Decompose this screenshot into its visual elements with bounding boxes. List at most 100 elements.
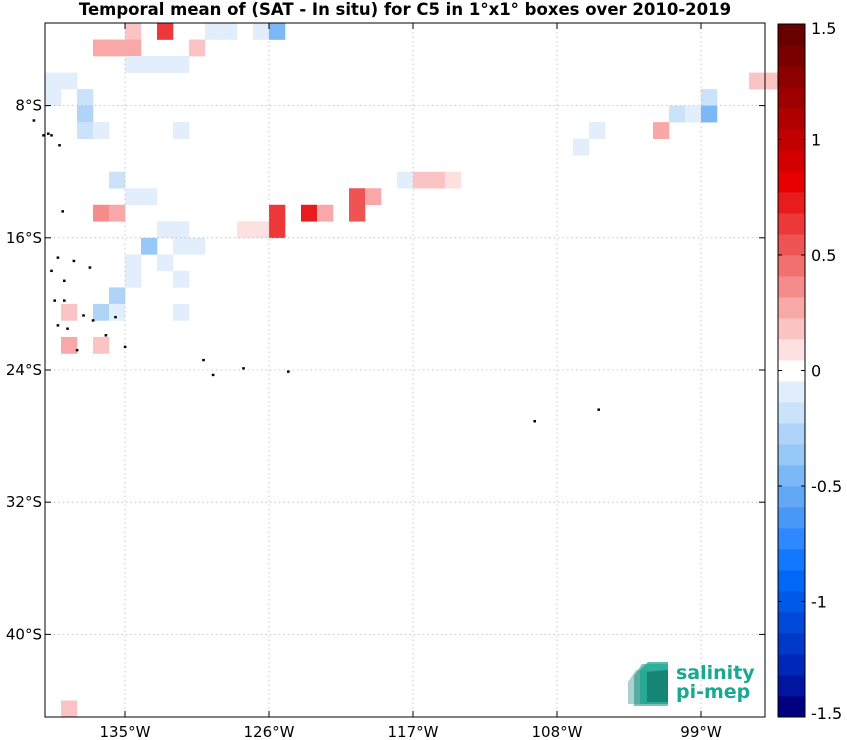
heatmap-cell	[61, 72, 78, 90]
colorbar-segment	[778, 297, 805, 319]
y-axis: 8°S 16°S 24°S 32°S 40°S	[6, 97, 765, 643]
y-tick-label: 8°S	[15, 97, 42, 115]
logo: salinity pi-mep	[628, 662, 755, 706]
colorbar-segment	[778, 234, 805, 256]
heatmap-cell	[253, 221, 270, 239]
heatmap-cell	[701, 105, 718, 123]
colorbar-segment	[778, 381, 805, 403]
island-marker	[50, 269, 53, 273]
y-tick-label: 32°S	[6, 493, 42, 511]
island-marker	[63, 299, 66, 302]
y-tick-label: 24°S	[6, 361, 42, 379]
grid-lines	[45, 23, 765, 717]
colorbar-segment	[778, 87, 805, 109]
heatmap-cell	[173, 237, 190, 255]
colorbar-tick-label: -0.5	[811, 477, 842, 496]
logo-line2: pi-mep	[676, 681, 750, 703]
heatmap-cell	[61, 336, 78, 354]
colorbar-segment	[778, 633, 805, 655]
heatmap-cell	[45, 89, 62, 106]
colorbar-segment	[778, 486, 805, 508]
colorbar-segment	[778, 24, 805, 46]
island-marker	[211, 373, 215, 377]
heatmap-cell	[157, 56, 174, 73]
colorbar-segment	[778, 570, 805, 592]
colorbar-segment	[778, 45, 805, 67]
island-marker	[242, 367, 245, 370]
colorbar-segment	[778, 318, 805, 340]
heatmap-cell	[45, 72, 62, 90]
colorbar-segment	[778, 339, 805, 361]
island-marker	[42, 134, 45, 137]
heatmap-cell	[61, 303, 78, 321]
colorbar-segment	[778, 402, 805, 424]
colorbar-tick-label: 0.5	[811, 246, 836, 265]
island-marker	[63, 279, 66, 282]
x-tick-label: 126°W	[244, 723, 295, 740]
heatmap-cell	[157, 23, 174, 40]
heatmap-cell	[157, 254, 174, 272]
island-marker	[56, 256, 60, 259]
x-axis: 135°W 126°W 117°W 108°W 99°W	[100, 23, 722, 740]
island-marker	[47, 132, 50, 135]
colorbar-tick-label: -1	[811, 593, 827, 612]
heatmap-cell	[173, 270, 190, 288]
heatmap-cell	[701, 89, 718, 106]
heatmap-cell	[109, 303, 126, 321]
colorbar-tick-label: 1	[811, 131, 821, 150]
island-marker	[597, 408, 600, 411]
heatmap-cell	[221, 23, 238, 40]
colorbar-segment	[778, 444, 805, 466]
heatmap-cell	[173, 122, 190, 139]
heatmap-cell	[77, 89, 94, 106]
heatmap-cell	[93, 122, 110, 139]
island-marker	[75, 348, 79, 352]
heatmap-cell	[125, 56, 142, 73]
heatmap-cell	[141, 188, 158, 206]
colorbar: 1.5 1 0.5 0 -0.5 -1 -1.5	[777, 19, 842, 723]
heatmap-cell	[317, 204, 334, 222]
heatmap-cell	[77, 122, 94, 139]
x-tick-label: 117°W	[388, 723, 439, 740]
colorbar-tick-label: 1.5	[811, 19, 836, 38]
heatmap-cells	[45, 23, 782, 718]
island-marker	[58, 144, 61, 147]
colorbar-segment	[778, 654, 805, 676]
island-marker	[287, 370, 290, 373]
island-marker	[104, 334, 108, 337]
chart-title: Temporal mean of (SAT - In situ) for C5 …	[78, 0, 732, 19]
heatmap-cell	[237, 221, 254, 239]
heatmap-cell	[413, 171, 430, 189]
logo-mark	[628, 662, 668, 706]
heatmap-cell	[685, 105, 702, 123]
heatmap-cell	[301, 204, 318, 222]
heatmap-cell	[445, 171, 462, 189]
colorbar-segment	[778, 528, 805, 550]
heatmap-cell	[125, 270, 142, 288]
heatmap-cell	[173, 56, 190, 73]
island-marker	[91, 319, 95, 322]
heatmap-cell	[765, 72, 782, 90]
heatmap-cell	[157, 221, 174, 239]
heatmap-cell	[173, 221, 190, 239]
island-marker	[202, 358, 205, 362]
heatmap-cell	[93, 39, 110, 57]
colorbar-segment	[778, 423, 805, 445]
heatmap-cell	[141, 56, 158, 73]
island-marker	[533, 420, 536, 423]
colorbar-segment	[778, 612, 805, 634]
heatmap-cell	[349, 204, 366, 222]
colorbar-segment	[778, 591, 805, 613]
y-tick-label: 16°S	[6, 229, 42, 247]
heatmap-cell	[125, 39, 142, 57]
heatmap-cell	[93, 336, 110, 354]
island-marker	[32, 119, 36, 122]
heatmap-cell	[653, 122, 670, 139]
heatmap-cell	[109, 171, 126, 189]
x-tick-label: 135°W	[100, 723, 151, 740]
island-marker	[72, 259, 76, 263]
colorbar-segment	[778, 66, 805, 88]
island-marker	[123, 345, 127, 349]
island-marker	[82, 314, 85, 317]
